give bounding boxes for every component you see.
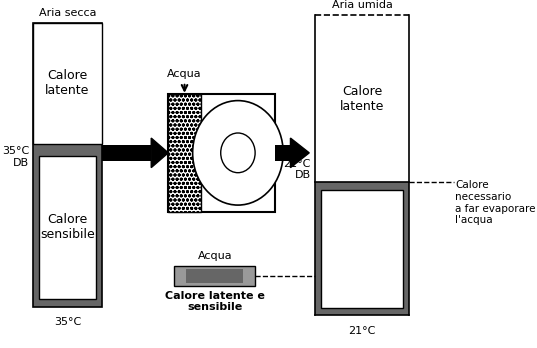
Text: Aria secca: Aria secca — [39, 8, 96, 18]
Bar — [186, 269, 243, 283]
Text: Calore
sensibile: Calore sensibile — [335, 235, 389, 263]
Text: 35°C: 35°C — [54, 317, 81, 327]
Bar — [39, 156, 96, 299]
Text: Calore
latente: Calore latente — [340, 85, 384, 113]
Text: Fan: Fan — [227, 147, 249, 159]
Bar — [315, 15, 409, 182]
Bar — [101, 145, 151, 161]
Polygon shape — [151, 138, 168, 168]
Bar — [168, 94, 275, 212]
Text: 21°C: 21°C — [349, 326, 376, 336]
Bar — [33, 23, 101, 144]
Bar — [275, 145, 291, 161]
Text: Calore
latente: Calore latente — [45, 69, 90, 97]
Bar — [175, 266, 256, 286]
Bar — [321, 190, 403, 308]
Bar — [33, 23, 101, 307]
Text: Aria umida: Aria umida — [332, 0, 393, 10]
Text: Acqua: Acqua — [167, 69, 202, 79]
Text: 35°C
DB: 35°C DB — [2, 146, 29, 167]
Bar — [168, 94, 201, 212]
Text: 21°C
DB: 21°C DB — [284, 159, 311, 181]
Bar — [315, 15, 409, 316]
Text: Calore
necessario
a far evaporare
l'acqua: Calore necessario a far evaporare l'acqu… — [455, 181, 536, 225]
Text: Calore
sensibile: Calore sensibile — [40, 213, 95, 241]
Circle shape — [221, 133, 255, 173]
Polygon shape — [291, 138, 309, 168]
Circle shape — [193, 101, 283, 205]
Text: Acqua: Acqua — [198, 251, 232, 261]
Text: Calore latente e
sensibile: Calore latente e sensibile — [165, 291, 265, 313]
